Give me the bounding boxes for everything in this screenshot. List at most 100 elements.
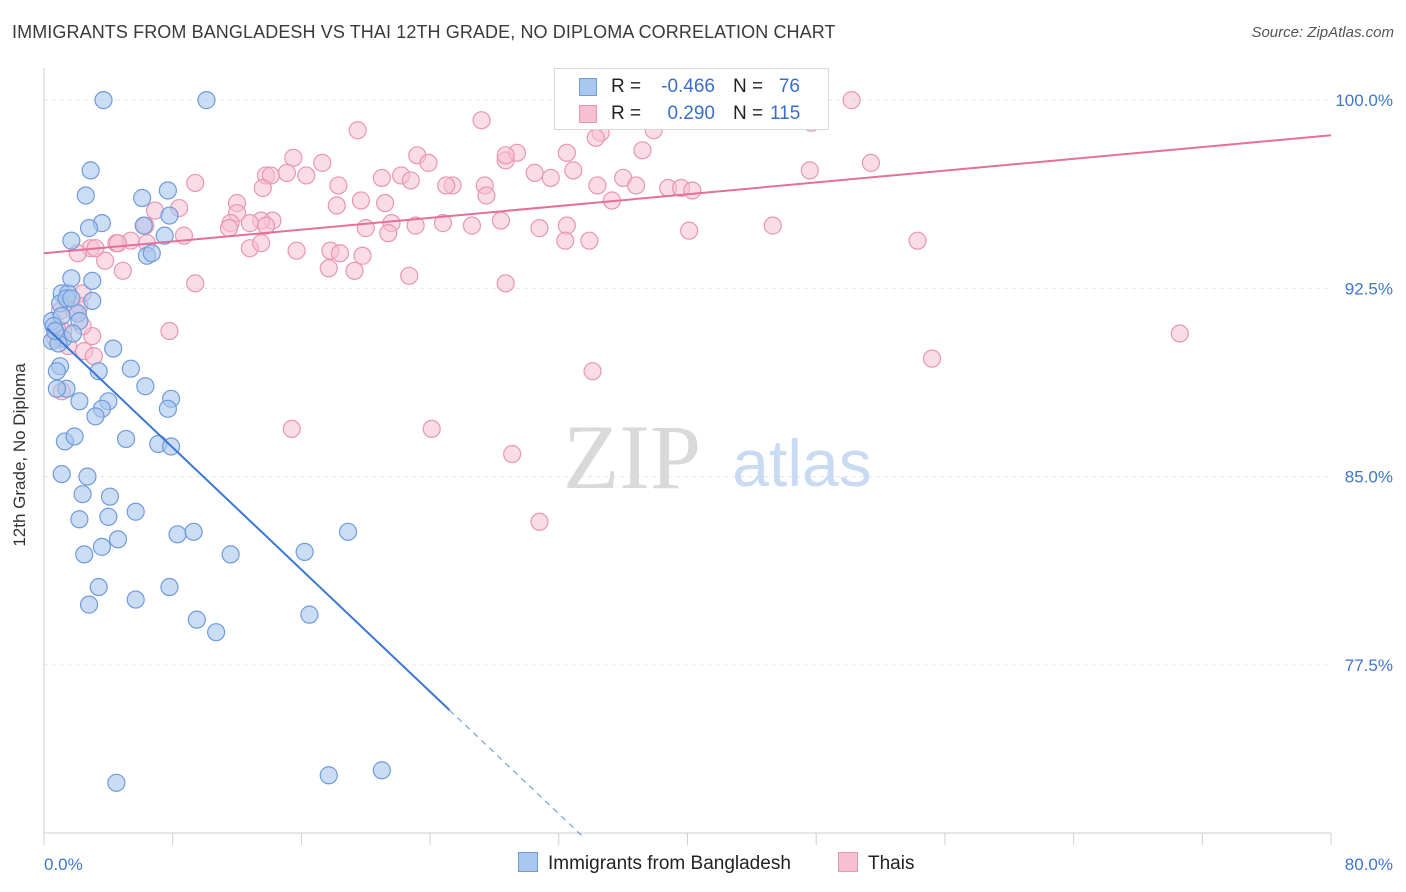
thais-point xyxy=(683,181,702,200)
bangladesh-trend-line xyxy=(46,327,451,711)
bangladesh-point xyxy=(76,186,95,205)
bangladesh-point xyxy=(300,605,319,624)
thais-point xyxy=(186,173,205,193)
thais-point xyxy=(564,161,583,180)
thais-point xyxy=(437,176,456,195)
thais-point xyxy=(477,186,496,205)
bangladesh-point xyxy=(207,623,226,642)
bangladesh-point xyxy=(187,610,206,629)
thais-point xyxy=(108,234,128,253)
bangladesh-point xyxy=(221,545,240,564)
thais-point xyxy=(348,121,367,140)
thais-point xyxy=(329,176,348,195)
thais-point xyxy=(379,224,398,243)
bangladesh-point xyxy=(319,766,338,785)
source-label: Source: ZipAtlas.com xyxy=(1251,24,1394,41)
thais-point xyxy=(557,216,576,235)
bangladesh-point xyxy=(134,216,153,235)
bangladesh-point xyxy=(81,161,100,180)
legend-r-label: R = xyxy=(611,103,642,124)
thais-point xyxy=(541,168,560,188)
bangladesh-point xyxy=(295,542,314,561)
bangladesh-point xyxy=(136,377,155,396)
bangladesh-points xyxy=(42,91,391,792)
thais-point xyxy=(287,241,306,260)
y-tick-label: 77.5% xyxy=(1345,656,1393,675)
bangladesh-point xyxy=(79,219,99,238)
bangladesh-point xyxy=(89,362,108,381)
thais-point xyxy=(327,196,346,215)
bangladesh-point xyxy=(338,522,358,541)
thais-point xyxy=(842,91,861,110)
thais-point xyxy=(219,219,239,238)
legend-n-label: N = xyxy=(733,103,764,124)
x-tick-label: 80.0% xyxy=(1345,855,1393,874)
bangladesh-point xyxy=(372,761,391,780)
thais-point xyxy=(313,153,332,172)
thais-point xyxy=(861,153,880,172)
thais-point xyxy=(400,266,419,285)
thais-point xyxy=(345,261,364,280)
thais-point xyxy=(375,193,395,213)
legend-n-value: 76 xyxy=(778,76,800,97)
legend-row-thais: R = 0.290 N = 115 xyxy=(555,100,828,128)
bangladesh-point xyxy=(70,510,89,529)
thais-point xyxy=(800,161,819,180)
bangladesh-point xyxy=(79,595,99,614)
series-legend: Immigrants from Bangladesh Thais xyxy=(0,852,1406,878)
thais-point xyxy=(556,231,575,250)
thais-point xyxy=(353,246,372,265)
thais-point xyxy=(351,191,371,210)
thais-point xyxy=(277,163,297,183)
legend-item-thais[interactable]: Thais xyxy=(838,852,914,875)
bangladesh-point xyxy=(158,181,177,200)
thais-point xyxy=(588,176,607,195)
bangladesh-point xyxy=(133,188,152,208)
thais-point xyxy=(922,349,942,368)
thais-point xyxy=(240,214,260,233)
bangladesh-point xyxy=(126,590,145,609)
legend-swatch-pink xyxy=(579,105,597,123)
watermark-atlas: atlas xyxy=(732,426,871,500)
thais-point xyxy=(530,512,549,531)
thais-point xyxy=(496,274,515,293)
thais-point xyxy=(186,274,205,293)
bangladesh-point xyxy=(65,427,84,446)
legend-series-label: Thais xyxy=(868,853,915,874)
thais-point xyxy=(908,231,927,250)
thais-point xyxy=(626,176,646,195)
thais-point xyxy=(330,244,350,263)
thais-point xyxy=(406,216,425,235)
bangladesh-point xyxy=(104,339,123,358)
bangladesh-point xyxy=(83,291,102,311)
bangladesh-point xyxy=(52,464,71,484)
bangladesh-point xyxy=(46,321,65,341)
thais-point xyxy=(462,216,482,235)
bangladesh-point xyxy=(168,525,187,544)
bangladesh-point xyxy=(197,91,216,110)
legend-n-label: N = xyxy=(733,76,764,97)
axes xyxy=(43,68,1332,845)
legend-r-value: -0.466 xyxy=(661,76,715,97)
thais-point xyxy=(96,251,115,270)
legend-r-value: 0.290 xyxy=(667,103,715,124)
bangladesh-point xyxy=(73,485,92,504)
thais-point xyxy=(422,419,441,439)
bangladesh-point xyxy=(158,399,177,418)
bangladesh-point xyxy=(86,407,105,426)
bangladesh-point xyxy=(62,269,81,288)
legend-swatch-pink xyxy=(838,852,858,872)
watermark-zip: ZIP xyxy=(563,406,701,508)
thais-point xyxy=(530,219,549,238)
thais-point xyxy=(503,444,522,464)
watermark: ZIP atlas xyxy=(563,406,872,508)
y-axis-label: 12th Grade, No Diploma xyxy=(10,363,29,547)
bangladesh-point xyxy=(62,289,81,308)
legend-item-bangladesh[interactable]: Immigrants from Bangladesh xyxy=(518,852,791,875)
thais-point xyxy=(297,166,316,185)
bangladesh-point xyxy=(160,577,179,597)
thais-point xyxy=(586,128,605,147)
bangladesh-point xyxy=(126,502,145,521)
thais-point xyxy=(256,216,276,235)
